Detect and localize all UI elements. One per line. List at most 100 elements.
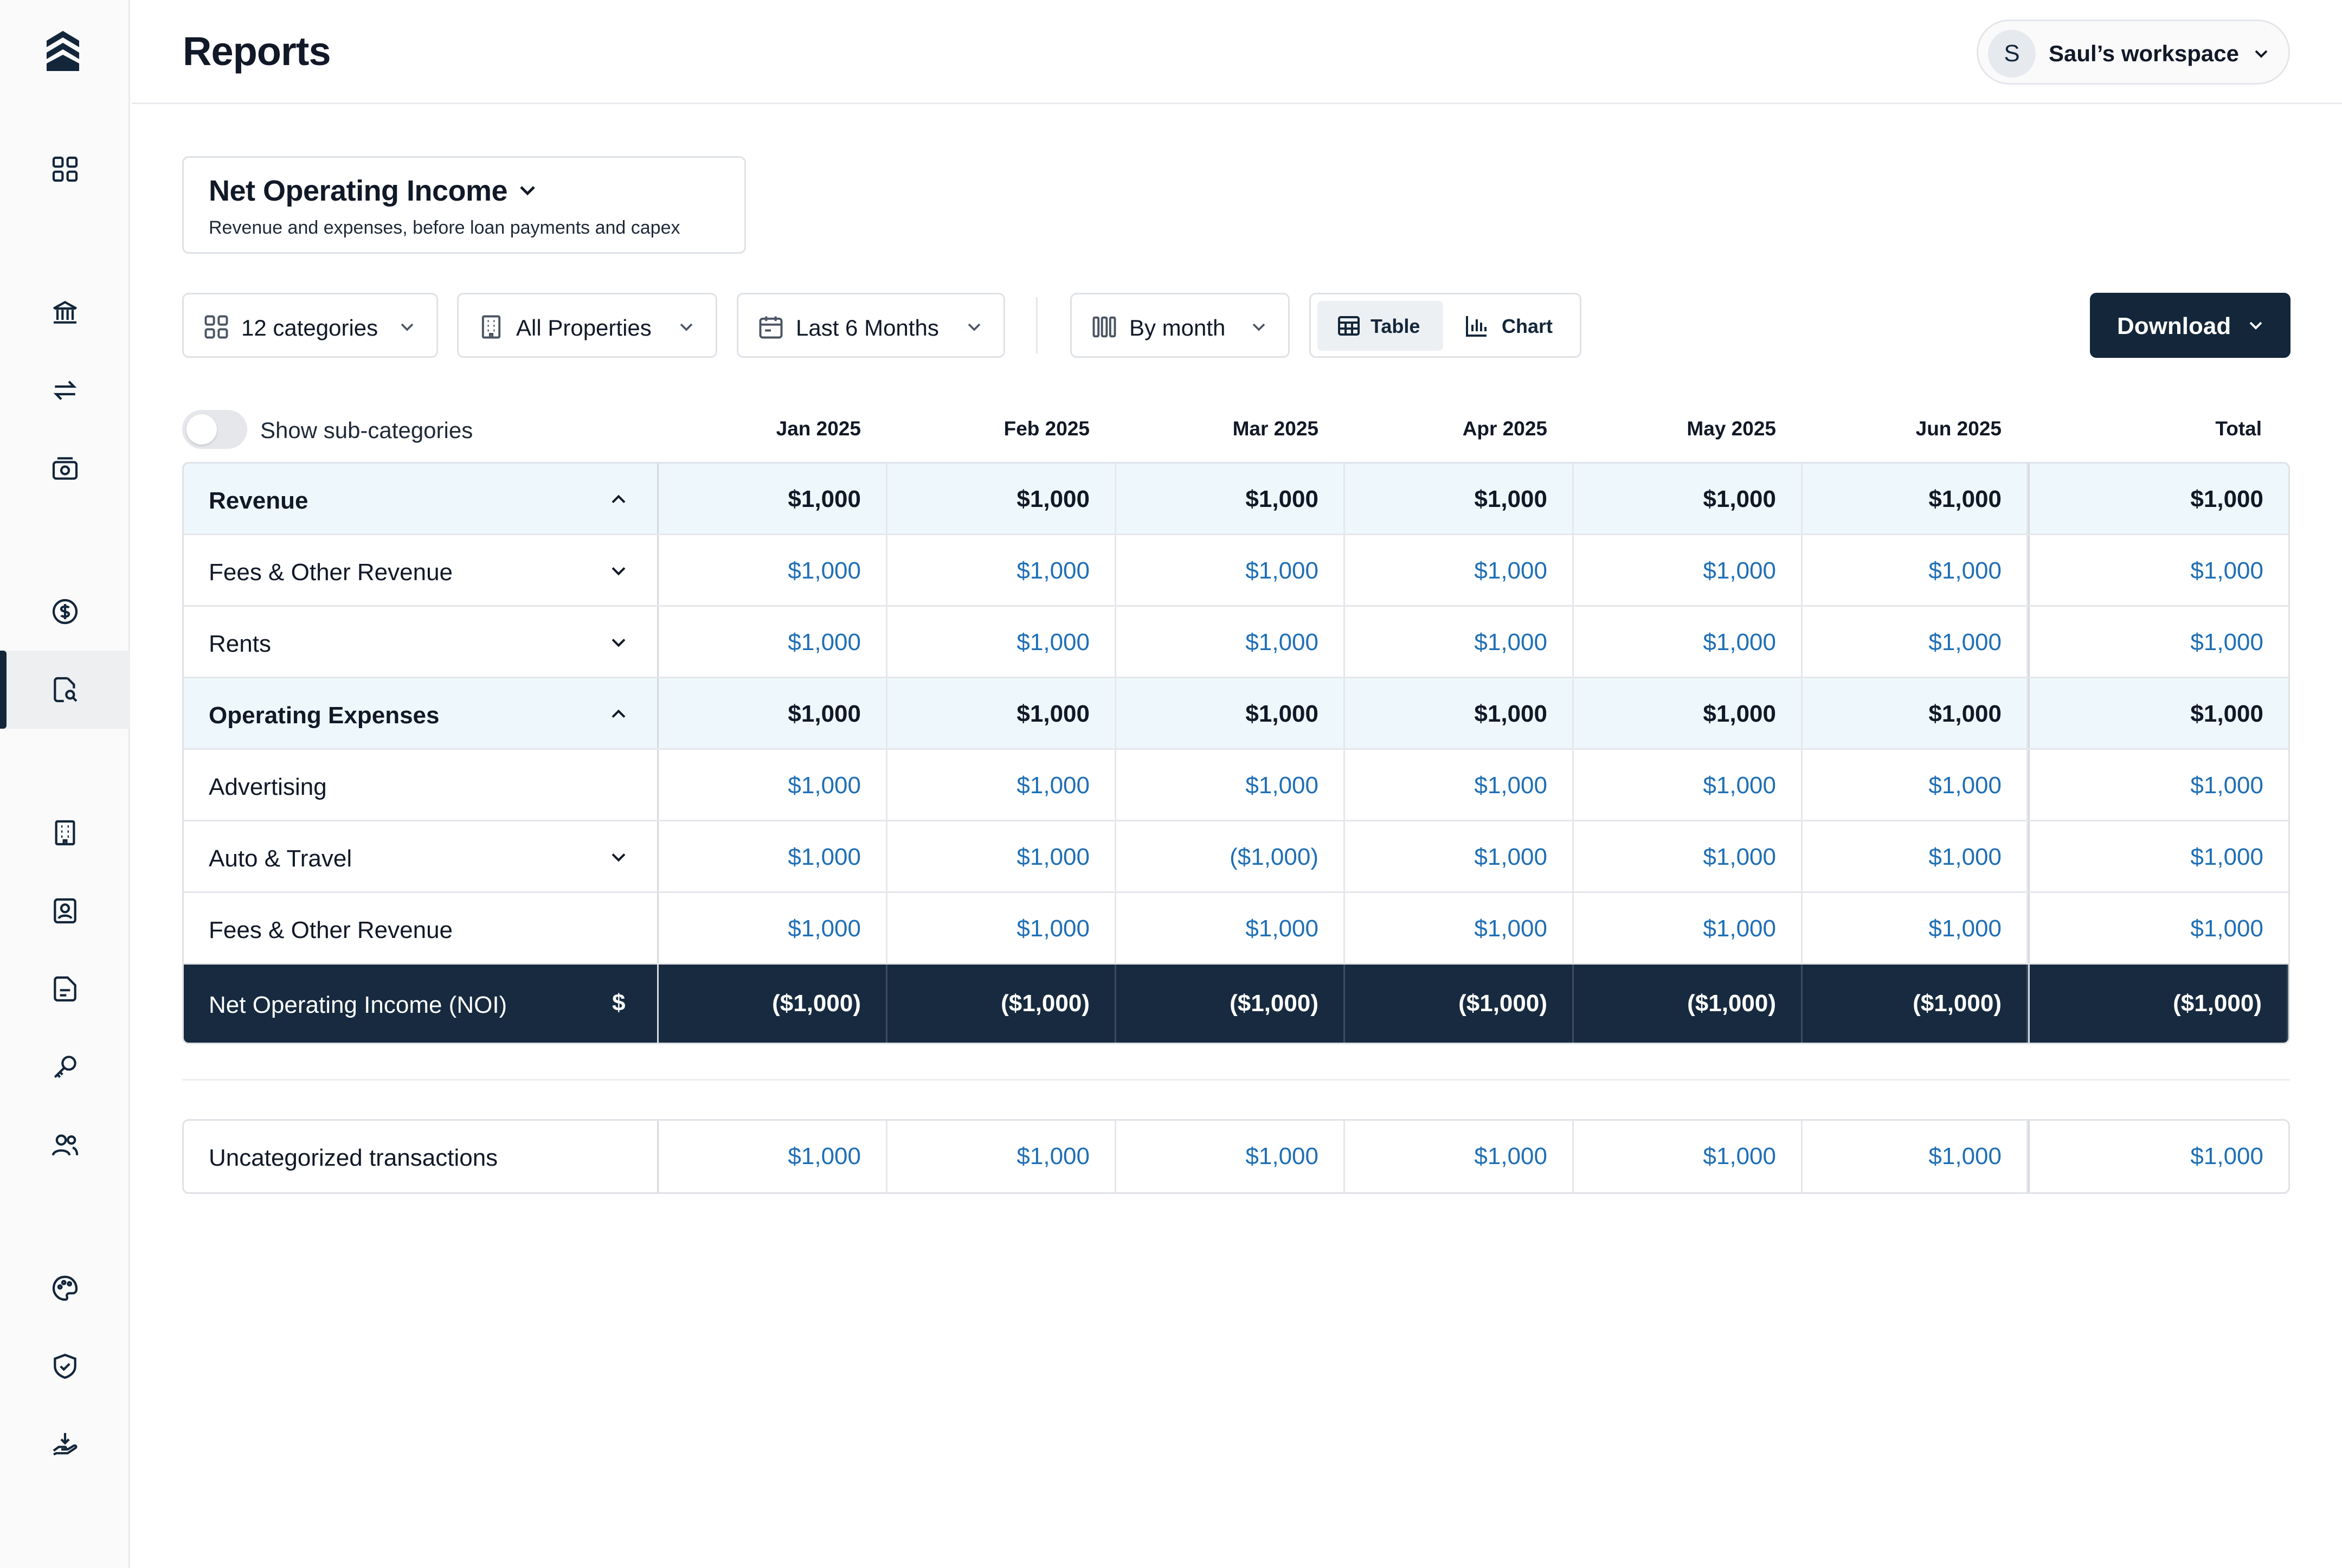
value-cell[interactable]: $1,000	[1574, 678, 1803, 748]
period-filter[interactable]: Last 6 Months	[737, 293, 1005, 358]
grouping-filter[interactable]: By month	[1070, 293, 1290, 358]
value-cell[interactable]: $1,000	[1116, 893, 1345, 963]
value-cell[interactable]: $1,000	[1345, 893, 1574, 963]
value-cell[interactable]: $1,000	[659, 678, 887, 748]
table-row[interactable]: Auto & Travel $1,000 $1,000 ($1,000) $1,000 $…	[184, 821, 2288, 893]
group-row[interactable]: Revenue $1,000 $1,000 $1,000 $1,000 $1,000 $1,…	[184, 464, 2288, 535]
chevron-down-icon[interactable]	[607, 631, 630, 654]
document-icon[interactable]	[48, 972, 82, 1006]
value-cell[interactable]: ($1,000)	[1345, 965, 1574, 1043]
group-row[interactable]: Operating Expenses $1,000 $1,000 $1,000 $1,0…	[184, 678, 2288, 750]
people-icon[interactable]	[48, 1128, 82, 1162]
value-cell[interactable]: $1,000	[1803, 535, 2028, 605]
total-cell[interactable]: $1,000	[2028, 893, 2288, 963]
value-cell[interactable]: $1,000	[1116, 678, 1345, 748]
value-cell[interactable]: $1,000	[1803, 678, 2028, 748]
chevron-down-icon[interactable]	[607, 845, 630, 869]
value-cell[interactable]: $1,000	[1116, 464, 1345, 534]
value-cell[interactable]: $1,000	[1574, 821, 1803, 891]
value-cell[interactable]: $1,000	[1803, 1121, 2028, 1192]
value-cell[interactable]: $1,000	[1345, 821, 1574, 891]
value-cell[interactable]: ($1,000)	[1116, 821, 1345, 891]
table-row[interactable]: Advertising $1,000 $1,000 $1,000 $1,000 $1,00…	[184, 750, 2288, 821]
value-cell[interactable]: $1,000	[1803, 750, 2028, 820]
value-cell[interactable]: ($1,000)	[1803, 965, 2028, 1043]
value-cell[interactable]: $1,000	[1345, 678, 1574, 748]
total-cell[interactable]: $1,000	[2028, 750, 2288, 820]
properties-filter[interactable]: All Properties	[457, 293, 717, 358]
value-cell[interactable]: ($1,000)	[887, 965, 1116, 1043]
tenant-icon[interactable]	[48, 894, 82, 928]
value-cell[interactable]: $1,000	[1345, 535, 1574, 605]
total-cell[interactable]: $1,000	[2028, 464, 2288, 534]
value-cell[interactable]: $1,000	[1574, 464, 1803, 534]
noi-total-row[interactable]: Net Operating Income (NOI) $ ($1,000) ($1,0…	[184, 965, 2288, 1043]
value-cell[interactable]: $1,000	[659, 1121, 887, 1192]
bank-icon[interactable]	[48, 295, 82, 330]
value-cell[interactable]: $1,000	[887, 607, 1116, 677]
subcategories-toggle[interactable]	[182, 410, 247, 449]
value-cell[interactable]: $1,000	[1574, 1121, 1803, 1192]
value-cell[interactable]: $1,000	[887, 1121, 1116, 1192]
shield-check-icon[interactable]	[48, 1349, 82, 1384]
workspace-switcher[interactable]: S Saul’s workspace	[1977, 20, 2290, 85]
total-cell[interactable]: ($1,000)	[2028, 965, 2288, 1043]
dashboard-icon[interactable]	[48, 152, 82, 187]
value-cell[interactable]: $1,000	[659, 750, 887, 820]
value-cell[interactable]: $1,000	[1803, 821, 2028, 891]
value-cell[interactable]: $1,000	[887, 464, 1116, 534]
transfers-icon[interactable]	[48, 373, 82, 408]
hand-coin-icon[interactable]	[48, 1427, 82, 1462]
chevron-up-icon[interactable]	[607, 702, 630, 726]
value-cell[interactable]: $1,000	[887, 535, 1116, 605]
report-selector[interactable]: Net Operating Income Revenue and expense…	[182, 156, 746, 254]
value-cell[interactable]: $1,000	[1345, 607, 1574, 677]
value-cell[interactable]: $1,000	[1574, 750, 1803, 820]
download-button[interactable]: Download	[2090, 293, 2290, 358]
palette-icon[interactable]	[48, 1271, 82, 1306]
value-cell[interactable]: $1,000	[659, 464, 887, 534]
value-cell[interactable]: $1,000	[659, 607, 887, 677]
value-cell[interactable]: $1,000	[1116, 607, 1345, 677]
table-row[interactable]: Uncategorized transactions $1,000 $1,000 $…	[184, 1121, 2288, 1192]
value-cell[interactable]: $1,000	[659, 821, 887, 891]
value-cell[interactable]: $1,000	[1116, 750, 1345, 820]
table-row[interactable]: Fees & Other Revenue $1,000 $1,000 $1,000 $1…	[184, 535, 2288, 607]
chevron-down-icon[interactable]	[607, 559, 630, 583]
value-cell[interactable]: $1,000	[1116, 1121, 1345, 1192]
table-row[interactable]: Rents $1,000 $1,000 $1,000 $1,000 $1,000 $1,00…	[184, 607, 2288, 678]
value-cell[interactable]: $1,000	[659, 893, 887, 963]
value-cell[interactable]: $1,000	[1116, 535, 1345, 605]
logo-icon[interactable]	[43, 30, 82, 73]
key-icon[interactable]	[48, 1050, 82, 1084]
total-cell[interactable]: $1,000	[2028, 678, 2288, 748]
dollar-circle-icon[interactable]	[48, 594, 82, 629]
reports-icon[interactable]	[48, 672, 82, 707]
value-cell[interactable]: $1,000	[1574, 607, 1803, 677]
building-icon[interactable]	[48, 815, 82, 850]
value-cell[interactable]: $1,000	[1803, 464, 2028, 534]
value-cell[interactable]: $1,000	[659, 535, 887, 605]
chevron-up-icon[interactable]	[607, 487, 630, 511]
value-cell[interactable]: $1,000	[1574, 535, 1803, 605]
value-cell[interactable]: $1,000	[1574, 893, 1803, 963]
value-cell[interactable]: $1,000	[887, 750, 1116, 820]
value-cell[interactable]: $1,000	[1345, 1121, 1574, 1192]
value-cell[interactable]: $1,000	[1803, 607, 2028, 677]
value-cell[interactable]: $1,000	[887, 678, 1116, 748]
value-cell[interactable]: $1,000	[1803, 893, 2028, 963]
table-row[interactable]: Fees & Other Revenue $1,000 $1,000 $1,000 $1…	[184, 893, 2288, 965]
categories-filter[interactable]: 12 categories	[182, 293, 438, 358]
total-cell[interactable]: $1,000	[2028, 535, 2288, 605]
value-cell[interactable]: ($1,000)	[659, 965, 887, 1043]
total-cell[interactable]: $1,000	[2028, 607, 2288, 677]
total-cell[interactable]: $1,000	[2028, 821, 2288, 891]
value-cell[interactable]: ($1,000)	[1116, 965, 1345, 1043]
value-cell[interactable]: $1,000	[1345, 464, 1574, 534]
value-cell[interactable]: ($1,000)	[1574, 965, 1803, 1043]
value-cell[interactable]: $1,000	[1345, 750, 1574, 820]
cash-icon[interactable]	[48, 451, 82, 486]
value-cell[interactable]: $1,000	[887, 893, 1116, 963]
total-cell[interactable]: $1,000	[2028, 1121, 2288, 1192]
value-cell[interactable]: $1,000	[887, 821, 1116, 891]
